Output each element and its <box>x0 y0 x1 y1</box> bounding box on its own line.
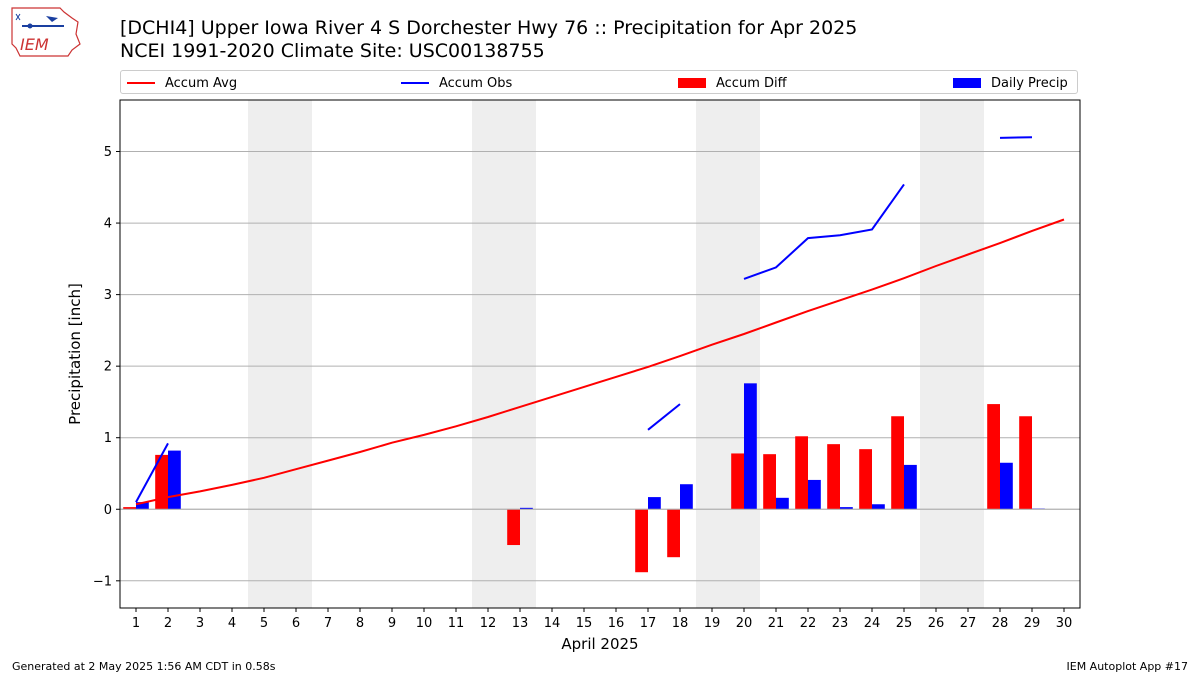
x-tick-label: 12 <box>480 616 497 631</box>
x-tick-label: 18 <box>672 616 689 631</box>
bar-accum-diff <box>123 507 136 510</box>
bar-daily-precip <box>168 450 181 510</box>
bar-daily-precip <box>1000 462 1013 510</box>
legend-label-daily-precip: Daily Precip <box>991 75 1068 91</box>
x-tick-label: 24 <box>864 616 881 631</box>
legend-item-accum-obs: Accum Obs <box>401 74 512 92</box>
legend-swatch-accum-obs <box>401 82 429 84</box>
bar-daily-precip <box>680 484 693 510</box>
logo-text: IEM <box>20 35 49 54</box>
chart-subtitle: NCEI 1991-2020 Climate Site: USC00138755 <box>120 40 545 62</box>
x-tick-label: 22 <box>800 616 817 631</box>
bar-series <box>120 383 1080 573</box>
x-tick-label: 8 <box>356 616 364 631</box>
bar-daily-precip <box>520 507 533 510</box>
legend-label-accum-avg: Accum Avg <box>165 75 238 91</box>
bar-accum-diff <box>763 454 776 510</box>
x-tick-label: 20 <box>736 616 753 631</box>
y-tick-label: 5 <box>104 145 112 160</box>
bar-accum-diff <box>507 509 520 546</box>
x-tick-label: 6 <box>292 616 300 631</box>
legend-item-accum-diff: Accum Diff <box>678 74 787 92</box>
legend-swatch-daily-precip <box>953 78 981 88</box>
chart-title: [DCHI4] Upper Iowa River 4 S Dorchester … <box>120 17 858 39</box>
legend-label-accum-obs: Accum Obs <box>439 75 513 91</box>
y-tick-label: 1 <box>104 431 112 446</box>
x-tick-label: 19 <box>704 616 721 631</box>
x-tick-label: 30 <box>1056 616 1073 631</box>
bar-accum-diff <box>795 436 808 510</box>
iem-logo: IEM <box>11 7 81 57</box>
bar-accum-diff <box>155 454 168 510</box>
x-tick-label: 25 <box>896 616 913 631</box>
x-tick-label: 11 <box>448 616 465 631</box>
y-tick-label: 0 <box>104 503 112 518</box>
x-axis-label: April 2025 <box>561 635 638 653</box>
legend-item-accum-avg: Accum Avg <box>127 74 237 92</box>
x-tick-label: 9 <box>388 616 396 631</box>
bar-daily-precip <box>840 507 853 510</box>
footer-app: IEM Autoplot App #17 <box>1066 660 1189 673</box>
x-tick-label: 23 <box>832 616 849 631</box>
line-accum-obs <box>135 442 169 503</box>
x-tick-label: 5 <box>260 616 268 631</box>
bar-daily-precip <box>776 497 789 510</box>
weekend-band-1 <box>472 100 536 608</box>
line-accum-obs <box>647 403 681 431</box>
y-tick-label: 4 <box>104 217 112 232</box>
bar-daily-precip <box>904 464 917 510</box>
line-accum-avg <box>135 218 1065 506</box>
line-accum-obs <box>743 183 905 280</box>
x-tick-label: 29 <box>1024 616 1041 631</box>
x-tick-label: 28 <box>992 616 1009 631</box>
legend-item-daily-precip: Daily Precip <box>953 74 1068 92</box>
weekend-band-3 <box>920 100 984 608</box>
x-tick-label: 14 <box>544 616 561 631</box>
weekend-shading <box>248 100 984 608</box>
x-tick-label: 4 <box>228 616 236 631</box>
y-tick-label: 2 <box>104 360 112 375</box>
line-accum-obs <box>999 136 1033 139</box>
x-tick-label: 27 <box>960 616 977 631</box>
x-tick-label: 10 <box>416 616 433 631</box>
y-axis-label: Precipitation [inch] <box>66 283 84 425</box>
bar-daily-precip <box>136 502 149 510</box>
bar-accum-diff <box>827 444 840 510</box>
x-tick-label: 15 <box>576 616 593 631</box>
bar-daily-precip <box>872 504 885 510</box>
bar-daily-precip <box>744 383 757 510</box>
x-tick-label: 17 <box>640 616 657 631</box>
x-tick-label: 21 <box>768 616 785 631</box>
y-tick-label: −1 <box>93 574 112 589</box>
x-tick-label: 2 <box>164 616 172 631</box>
x-tick-label: 1 <box>132 616 140 631</box>
bar-accum-diff <box>1019 416 1032 510</box>
plot-frame <box>119 99 1081 609</box>
x-tick-label: 13 <box>512 616 529 631</box>
x-tick-label: 7 <box>324 616 332 631</box>
legend-swatch-accum-avg <box>127 82 155 84</box>
bar-accum-diff <box>667 509 680 558</box>
footer-generated: Generated at 2 May 2025 1:56 AM CDT in 0… <box>12 660 276 673</box>
legend: Accum Avg Accum Obs Accum Diff Daily Pre… <box>120 70 1078 94</box>
bar-accum-diff <box>891 416 904 510</box>
y-tick-label: 3 <box>104 288 112 303</box>
x-tick-label: 26 <box>928 616 945 631</box>
bar-daily-precip <box>648 497 661 510</box>
legend-label-accum-diff: Accum Diff <box>716 75 787 91</box>
x-tick-label: 16 <box>608 616 625 631</box>
x-tick-label: 3 <box>196 616 204 631</box>
line-series <box>135 136 1065 506</box>
bar-accum-diff <box>731 453 744 510</box>
weekend-band-2 <box>696 100 760 608</box>
bar-accum-diff <box>635 509 648 573</box>
bar-accum-diff <box>987 404 1000 510</box>
weekend-band-0 <box>248 100 312 608</box>
bar-accum-diff <box>859 449 872 510</box>
bar-daily-precip <box>808 479 821 510</box>
legend-swatch-accum-diff <box>678 78 706 88</box>
